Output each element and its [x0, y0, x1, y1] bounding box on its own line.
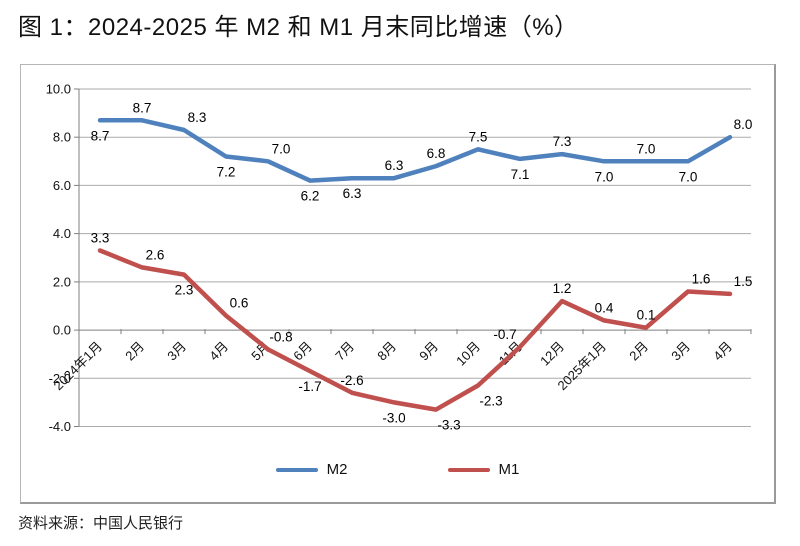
m1-data-label: -3.0 — [382, 410, 405, 425]
m2-data-label: 7.2 — [217, 165, 236, 180]
m2-data-label: 7.5 — [469, 129, 488, 144]
m2-data-label: 6.3 — [385, 158, 404, 173]
m2-data-label: 6.3 — [343, 186, 362, 201]
m2-data-label: 7.3 — [553, 134, 572, 149]
m2-data-label: 6.8 — [427, 146, 446, 161]
m2-data-label: 7.0 — [637, 141, 656, 156]
chart-canvas: 10.0 8.0 6.0 4.0 2.0 0.0 -2.0 -4.0 2024年1月 2月 3月 4月… — [46, 82, 753, 435]
m1-data-label: 1.2 — [553, 281, 572, 296]
x-axis-tick-label: 3月 — [668, 339, 693, 364]
y-axis-tick-label: 2.0 — [53, 274, 71, 289]
m2-data-label: 7.0 — [272, 141, 291, 156]
m1-data-label: 2.3 — [175, 283, 194, 298]
m1-line — [97, 248, 733, 412]
y-axis-tick-label: 10.0 — [46, 82, 71, 97]
m2-data-label: 7.0 — [679, 169, 698, 184]
m2-legend-line-icon — [275, 467, 318, 472]
y-axis-tick-label: 6.0 — [53, 178, 71, 193]
legend-label: M2 — [326, 461, 348, 478]
m1-data-label: 0.4 — [595, 300, 614, 315]
m1-data-label: 0.1 — [637, 308, 656, 323]
m1-data-label: -1.7 — [298, 379, 321, 394]
m2-data-label: 8.3 — [188, 110, 207, 125]
x-axis-tick-label: 9月 — [416, 339, 441, 364]
m1-legend-line-icon — [447, 467, 490, 472]
legend-item-m1: M1 — [447, 461, 520, 478]
m1-data-label: -2.6 — [340, 373, 363, 388]
legend-item-m2: M2 — [275, 461, 348, 478]
m2-data-label: 8.0 — [734, 117, 753, 132]
m1-data-label: 0.6 — [230, 296, 249, 311]
x-axis-tick-label: 8月 — [374, 339, 399, 364]
m2-data-label: 7.1 — [511, 167, 530, 182]
chart-legend: M2 M1 — [21, 461, 774, 478]
x-axis-tick-label: 4月 — [710, 339, 735, 364]
m1-data-label: -0.7 — [493, 327, 516, 342]
m1-data-label: -3.3 — [437, 418, 460, 433]
x-axis-tick-label: 2024年1月 — [51, 339, 106, 394]
chart-frame: 10.0 8.0 6.0 4.0 2.0 0.0 -2.0 -4.0 2024年1月 2月 3月 4月… — [20, 64, 776, 504]
y-axis-tick-label: -2.0 — [49, 371, 71, 386]
y-axis-tick-label: 0.0 — [53, 323, 71, 338]
m1-data-label: 3.3 — [91, 231, 110, 246]
x-axis-tick-label: 12月 — [537, 339, 567, 369]
y-axis-tick-label: 4.0 — [53, 226, 71, 241]
m2-line — [97, 118, 733, 183]
m1-data-label: 1.5 — [734, 274, 753, 289]
m2-data-label: 7.0 — [595, 169, 614, 184]
y-axis-tick-label: -4.0 — [49, 419, 71, 434]
m1-data-label: 2.6 — [146, 247, 165, 262]
y-axis-tick-label: 8.0 — [53, 130, 71, 145]
x-axis-tick-label: 10月 — [453, 339, 483, 369]
x-axis-tick-label: 7月 — [332, 339, 357, 364]
x-axis-tick-label: 4月 — [206, 339, 231, 364]
m2-data-label: 8.7 — [133, 100, 152, 115]
m1-data-label: -2.3 — [479, 394, 502, 409]
x-axis-tick-label: 6月 — [290, 339, 315, 364]
source-note: 资料来源：中国人民银行 — [18, 515, 184, 532]
figure-title: 图 1：2024-2025 年 M2 和 M1 月末同比增速（%） — [18, 14, 579, 41]
m2-data-label: 6.2 — [301, 189, 320, 204]
m2-data-label: 8.7 — [91, 128, 110, 143]
legend-label: M1 — [498, 461, 520, 478]
x-axis-tick-label: 2月 — [626, 339, 651, 364]
m1-data-label: 1.6 — [692, 272, 711, 287]
x-axis-tick-label: 2月 — [122, 339, 147, 364]
m1-data-label: -0.8 — [269, 329, 292, 344]
x-axis-tick-label: 3月 — [164, 339, 189, 364]
